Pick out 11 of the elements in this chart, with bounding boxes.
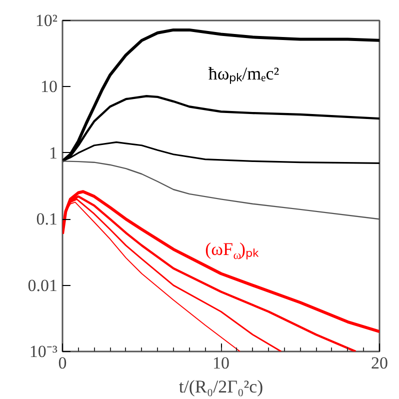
x-tick-label: 20 [371, 354, 388, 372]
y-tick-label: 0.1 [36, 210, 58, 229]
annotation: ħωₚₖ/mₑc² [208, 63, 280, 84]
y-tick-label: 1 [49, 143, 58, 162]
x-tick-label: 0 [58, 354, 67, 372]
y-tick-label: 10² [35, 11, 58, 30]
x-axis-title: t/(R₀/2Γ₀²c) [178, 376, 264, 396]
x-tick-label: 10 [212, 354, 230, 372]
y-tick-label: 10 [40, 77, 58, 96]
y-tick-label: 0.01 [28, 276, 58, 295]
y-tick-label: 10⁻³ [29, 342, 58, 361]
